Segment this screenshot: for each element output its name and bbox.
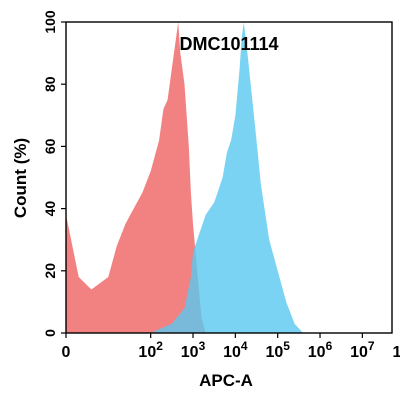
x-tick-label: 105: [265, 339, 290, 361]
y-axis-title: Count (%): [11, 138, 30, 218]
plot-frame: [65, 21, 393, 334]
x-axis-ticks: 0 102 103 104 105 106 107 108: [62, 333, 400, 361]
x-tick-label: 0: [62, 344, 71, 361]
x-tick-label: 102: [138, 339, 163, 361]
y-tick-label: 80: [42, 76, 58, 92]
x-tick-label: 107: [350, 339, 375, 361]
y-tick-label: 100: [42, 10, 58, 34]
y-tick-label: 40: [42, 201, 58, 217]
y-tick-label: 20: [42, 263, 58, 279]
x-tick-label: 106: [308, 339, 333, 361]
x-tick-label: 103: [181, 339, 206, 361]
y-axis-ticks: 0 20 40 60 80 100: [42, 10, 66, 337]
histogram-series-1: [66, 22, 206, 333]
x-axis-title: APC-A: [199, 371, 253, 390]
x-tick-label: 108: [392, 339, 400, 361]
histogram-series-2: [150, 22, 304, 333]
plot-layer: [66, 22, 304, 333]
y-tick-label: 0: [42, 329, 58, 337]
x-tick-label: 104: [223, 339, 248, 361]
y-tick-label: 60: [42, 138, 58, 154]
chart-title: DMC101114: [179, 34, 278, 54]
